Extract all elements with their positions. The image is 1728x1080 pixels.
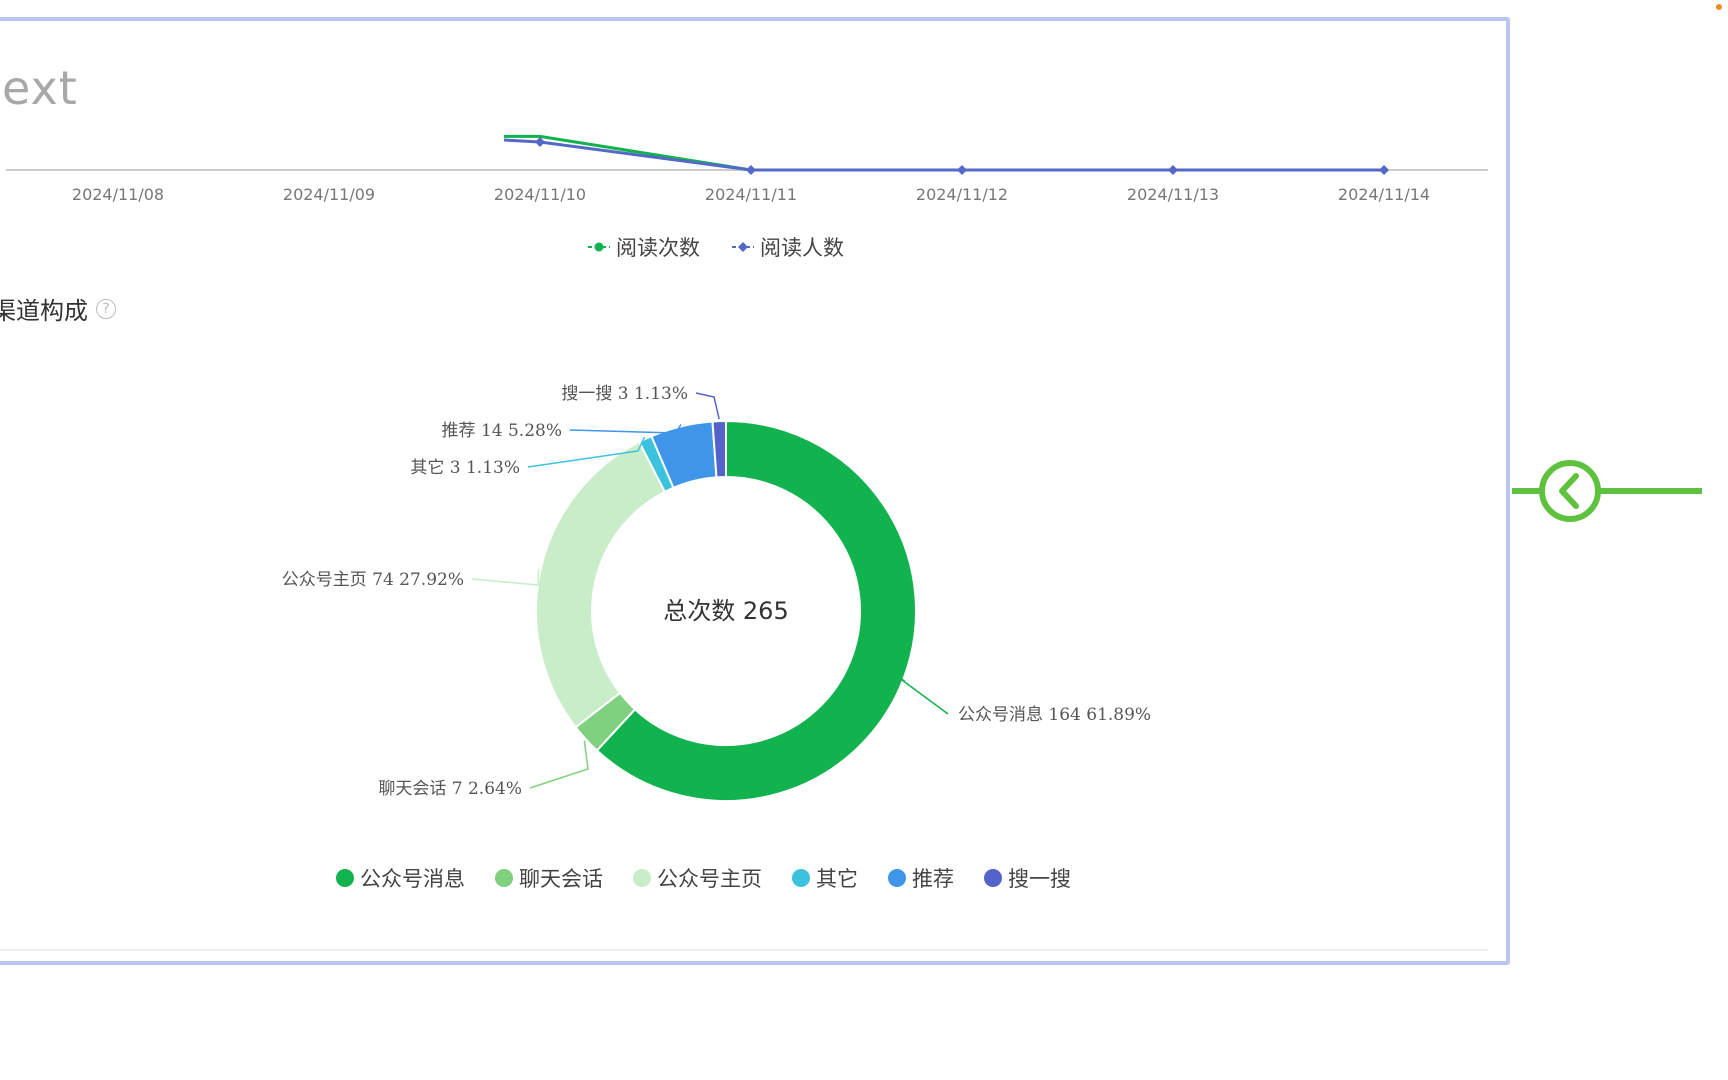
- donut-chart-legend: 公众号消息 聊天会话 公众号主页 其它 推荐 搜一搜: [336, 863, 1071, 893]
- slice-label: 聊天会话 7 2.64%: [378, 779, 522, 799]
- legend-item[interactable]: 阅读次数: [588, 232, 700, 262]
- x-tick-label: 2024/11/12: [916, 185, 1008, 204]
- legend-label: 推荐: [912, 867, 954, 891]
- slice-label-line: [471, 569, 540, 586]
- slice-label-line: [695, 392, 720, 420]
- help-icon[interactable]: ?: [96, 298, 116, 319]
- legend-swatch: [588, 242, 610, 252]
- x-tick-label: 2024/11/13: [1127, 185, 1219, 204]
- legend-item[interactable]: 阅读人数: [732, 232, 844, 262]
- charts-canvas: 2024/11/08 2024/11/09 2024/11/10 2024/11/11…: [6, 134, 1488, 802]
- panel-title-fragment: ext: [2, 61, 78, 115]
- notification-dot: [1716, 4, 1722, 10]
- slice-label: 公众号消息 164 61.89%: [958, 705, 1151, 725]
- channel-section-heading: 渠道构成 ?: [0, 291, 116, 326]
- series-point: [535, 137, 545, 147]
- legend-item[interactable]: 聊天会话: [495, 863, 603, 893]
- legend-label: 公众号消息: [360, 867, 465, 891]
- series-line: [504, 134, 1384, 172]
- legend-swatch: [888, 869, 906, 887]
- donut-slice[interactable]: [595, 419, 917, 802]
- x-tick-label: 2024/11/10: [494, 185, 586, 204]
- donut-slice[interactable]: [535, 440, 667, 729]
- legend-item[interactable]: 推荐: [888, 863, 954, 893]
- legend-item[interactable]: 公众号消息: [336, 863, 465, 893]
- x-tick-label: 2024/11/08: [72, 185, 164, 204]
- x-tick-label: 2024/11/09: [283, 185, 375, 204]
- legend-swatch: [792, 869, 810, 887]
- legend-label: 其它: [816, 867, 858, 891]
- legend-label: 公众号主页: [657, 867, 762, 891]
- slice-label-line: [897, 676, 949, 715]
- slice-label: 公众号主页 74 27.92%: [282, 570, 464, 590]
- chevron-left-icon: [1539, 460, 1601, 522]
- series-point: [1379, 165, 1389, 175]
- donut-slice[interactable]: [711, 419, 727, 479]
- slice-label: 推荐 14 5.28%: [442, 421, 562, 441]
- series-point: [1168, 165, 1178, 175]
- legend-swatch: [495, 869, 513, 887]
- slice-label: 搜一搜 3 1.13%: [561, 384, 688, 404]
- legend-swatch: [984, 869, 1002, 887]
- collapse-sidebar-control[interactable]: [1512, 456, 1702, 526]
- series-point: [746, 165, 756, 175]
- series-line: [503, 138, 1384, 172]
- line-chart: 2024/11/08 2024/11/09 2024/11/10 2024/11/11…: [6, 134, 1488, 204]
- legend-swatch: [336, 869, 354, 887]
- donut-chart: 公众号消息 164 61.89% 聊天会话 7 2.64% 公众号主页 74 27.…: [282, 384, 1151, 802]
- line-chart-legend: 阅读次数 阅读人数: [588, 232, 844, 262]
- legend-item[interactable]: 公众号主页: [633, 863, 762, 893]
- slice-label-line: [527, 436, 646, 468]
- legend-label: 搜一搜: [1008, 867, 1071, 891]
- legend-label: 阅读人数: [760, 236, 844, 260]
- stats-panel: ext 2024/11/08 2024/11/09 2024/11/10 2024/1…: [0, 17, 1510, 965]
- legend-item[interactable]: 其它: [792, 863, 858, 893]
- legend-swatch: [732, 242, 754, 252]
- legend-item[interactable]: 搜一搜: [984, 863, 1071, 893]
- legend-swatch: [633, 869, 651, 887]
- donut-center-label: 总次数 265: [663, 597, 788, 625]
- x-tick-label: 2024/11/14: [1338, 185, 1430, 204]
- slice-label-line: [529, 740, 589, 789]
- slice-label-line: [569, 424, 682, 434]
- x-tick-label: 2024/11/11: [705, 185, 797, 204]
- slice-label: 其它 3 1.13%: [410, 458, 520, 478]
- divider: [0, 949, 1488, 951]
- section-title: 渠道构成: [0, 297, 88, 325]
- legend-label: 聊天会话: [519, 867, 603, 891]
- legend-label: 阅读次数: [616, 236, 700, 260]
- series-point: [957, 165, 967, 175]
